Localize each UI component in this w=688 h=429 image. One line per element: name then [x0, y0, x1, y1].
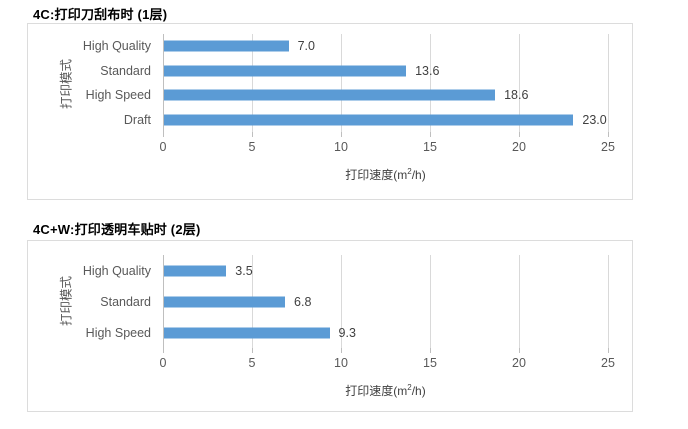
tick-mark [252, 348, 253, 353]
bar [164, 40, 289, 52]
gridline [519, 255, 520, 348]
gridline [252, 34, 253, 132]
category-label: High Speed [85, 88, 151, 103]
data-label: 7.0 [297, 39, 315, 54]
bar-row: High Quality 7.0 [83, 34, 608, 59]
x-axis-tick-label: 0 [159, 140, 167, 154]
y-axis-title: 打印模式 [59, 58, 74, 110]
tick-mark [430, 132, 431, 137]
x-axis-title: 打印速度(m2/h) [345, 166, 425, 183]
gridline [519, 34, 520, 132]
x-axis-tick-label: 5 [248, 356, 256, 370]
tick-mark [608, 348, 609, 353]
tick-mark [519, 348, 520, 353]
plot-area: High Quality 3.5 Standard 6.8 High Speed 9.3 … [83, 255, 615, 398]
bar-rows: High Quality 7.0 Standard 13.6 High Speed 18.… [83, 34, 608, 133]
bar-row: High Speed 18.6 [86, 83, 608, 108]
chart-panel: 打印模式 High Quality 7.0 Standard 13.6 High Spe… [27, 23, 633, 200]
tick-mark [163, 132, 164, 137]
x-axis-title-text: /h) [411, 168, 426, 182]
tick-mark [519, 132, 520, 137]
x-axis-title-text: 打印速度(m [345, 168, 408, 182]
gridlines [163, 34, 609, 137]
bar-row: Standard 13.6 [100, 59, 608, 84]
gridline [430, 34, 431, 132]
tick-mark [341, 348, 342, 353]
x-axis-tick-label: 5 [248, 140, 256, 154]
bar-row: Draft 23.0 [124, 108, 608, 133]
bar [164, 114, 574, 126]
bar-row: High Quality 3.5 [83, 255, 608, 286]
gridline [430, 255, 431, 348]
bar [164, 296, 286, 307]
gridline [341, 255, 342, 348]
data-label: 13.6 [415, 63, 440, 78]
x-axis-tick-labels: 0 5 10 15 20 25 [159, 356, 615, 370]
bar-rows: High Quality 3.5 Standard 6.8 High Speed 9.3 [83, 255, 608, 348]
data-label: 23.0 [582, 112, 607, 127]
x-axis-tick-label: 20 [512, 356, 526, 370]
data-label: 18.6 [504, 88, 529, 103]
bar-row: High Speed 9.3 [86, 317, 608, 348]
x-axis-tick-label: 25 [601, 140, 615, 154]
gridline [608, 255, 609, 348]
x-axis-title: 打印速度(m2/h) [345, 382, 425, 399]
y-axis-title: 打印模式 [59, 275, 74, 327]
bar [164, 89, 496, 101]
x-axis-tick-labels: 0 5 10 15 20 25 [159, 140, 615, 154]
category-label: Draft [123, 112, 151, 127]
chart-panel: 打印模式 High Quality 3.5 Standard 6.8 High Spee… [27, 240, 633, 412]
value-axis-line [163, 255, 164, 348]
category-label: Standard [100, 63, 151, 78]
bar [164, 65, 407, 77]
tick-mark [430, 348, 431, 353]
chart-title: 4C:打印刀刮布时 (1层) [33, 7, 168, 22]
data-label: 9.3 [338, 325, 356, 340]
x-axis-tick-label: 15 [423, 140, 437, 154]
x-axis-title-superscript: 2 [407, 167, 412, 176]
x-axis-title-text: 打印速度(m [345, 384, 408, 398]
bar [164, 265, 227, 276]
category-label: High Quality [82, 39, 151, 54]
x-axis-tick-label: 15 [423, 356, 437, 370]
value-axis-line [163, 34, 164, 132]
bar-row: Standard 6.8 [100, 286, 608, 317]
plot-area: High Quality 7.0 Standard 13.6 High Speed 18.… [83, 34, 615, 182]
data-label: 6.8 [294, 294, 312, 309]
x-axis-tick-label: 0 [159, 356, 167, 370]
bar [164, 327, 330, 338]
tick-mark [252, 132, 253, 137]
chart-title: 4C+W:打印透明车贴时 (2层) [33, 222, 201, 237]
x-axis-tick-label: 20 [512, 140, 526, 154]
x-axis-tick-label: 25 [601, 356, 615, 370]
x-axis-tick-label: 10 [334, 356, 348, 370]
tick-mark [341, 132, 342, 137]
x-axis-title-text: /h) [411, 384, 426, 398]
data-label: 3.5 [235, 263, 253, 278]
tick-mark [608, 132, 609, 137]
category-label: Standard [100, 294, 151, 309]
x-axis-tick-label: 10 [334, 140, 348, 154]
category-label: High Speed [85, 325, 151, 340]
tick-mark [163, 348, 164, 353]
category-label: High Quality [82, 263, 151, 278]
x-axis-title-superscript: 2 [407, 383, 412, 392]
gridline [341, 34, 342, 132]
gridline [608, 34, 609, 132]
